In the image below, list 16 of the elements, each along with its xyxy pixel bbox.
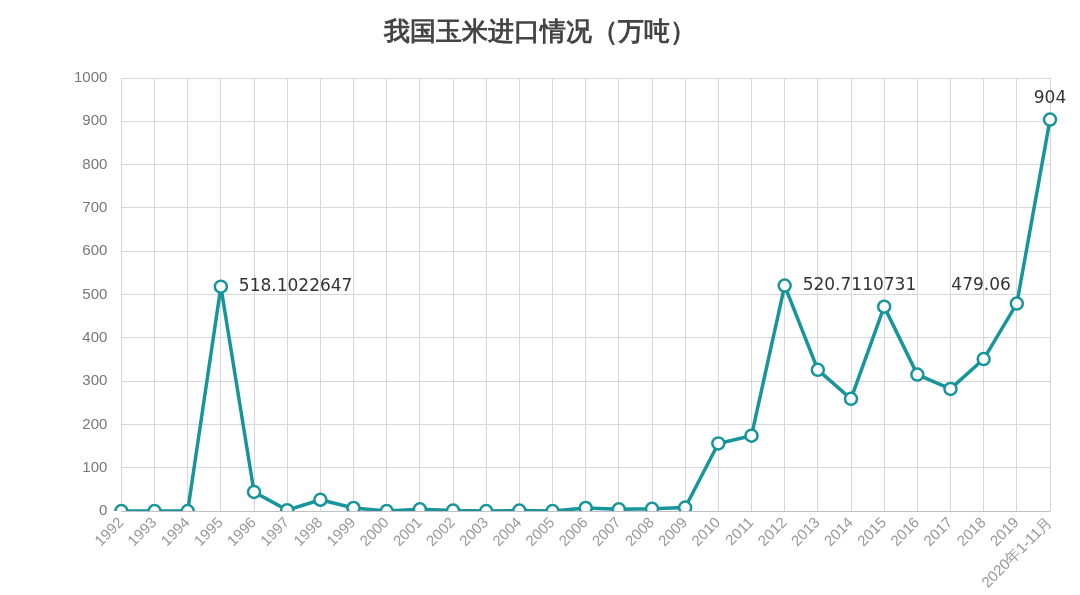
- y-tick-label: 700: [82, 198, 108, 216]
- y-tick-label: 400: [82, 327, 108, 345]
- y-tick-label: 100: [82, 457, 108, 475]
- y-tick-label: 600: [82, 241, 108, 259]
- y-tick-label: 1000: [73, 68, 108, 86]
- y-tick-label: 300: [82, 371, 108, 389]
- y-tick-label: 800: [82, 154, 108, 172]
- y-tick-label: 500: [82, 284, 108, 302]
- data-label: 518.1022647: [238, 275, 353, 296]
- data-label: 479.06: [951, 273, 1011, 294]
- y-tick-label: 900: [82, 111, 108, 129]
- data-label: 904: [1033, 87, 1067, 108]
- y-tick-label: 200: [82, 414, 108, 432]
- y-tick-label: 0: [99, 501, 108, 519]
- data-label: 520.7110731: [802, 273, 917, 294]
- chart-title: 我国玉米进口情况（万吨）: [382, 15, 697, 48]
